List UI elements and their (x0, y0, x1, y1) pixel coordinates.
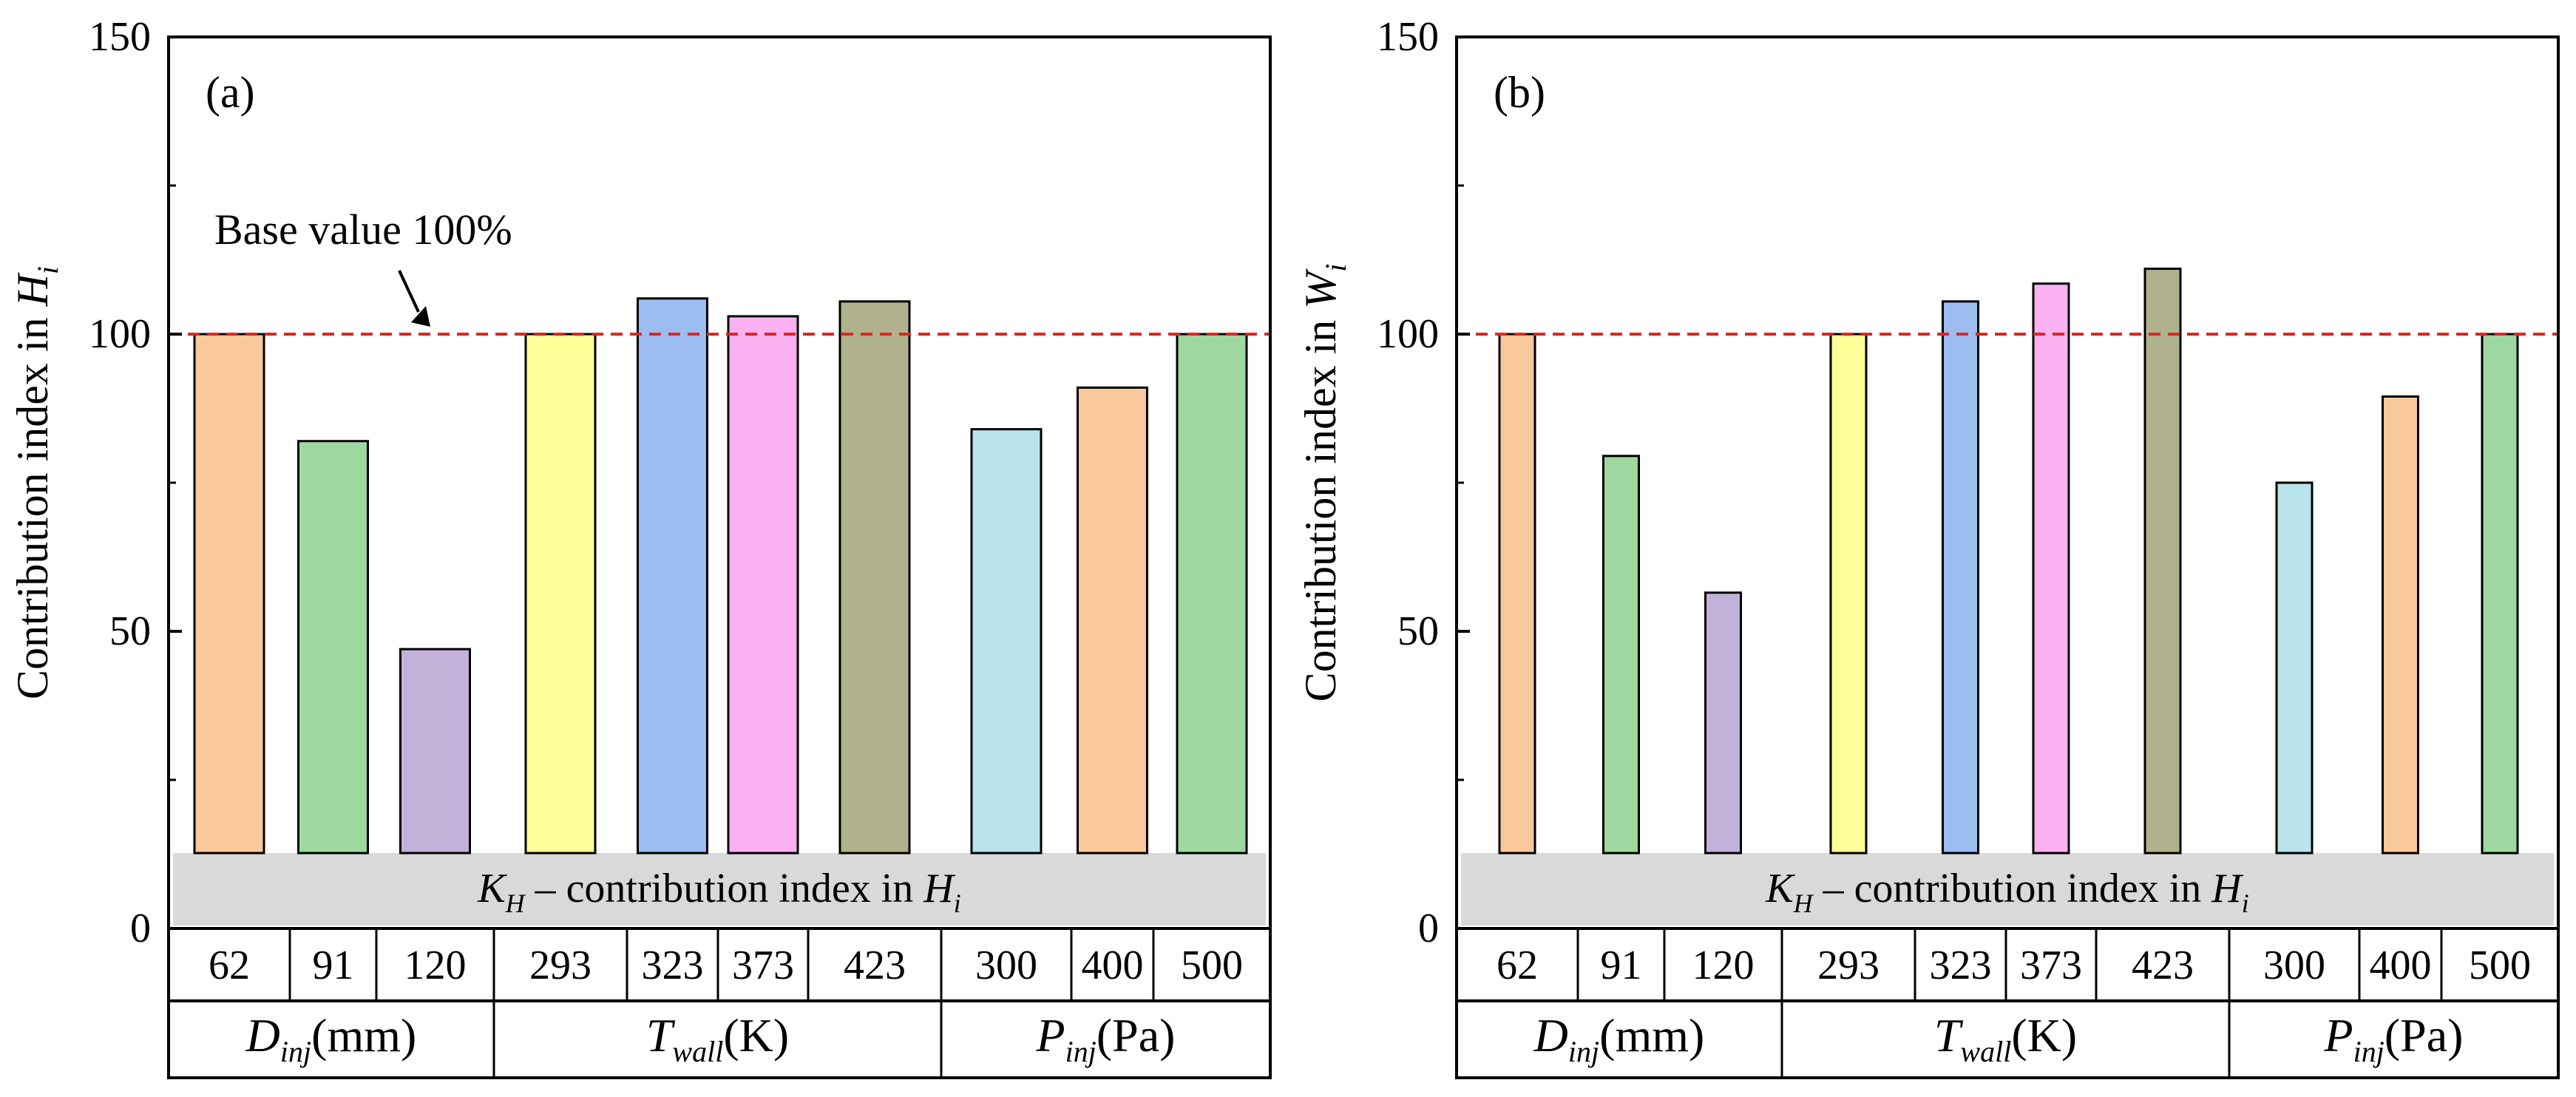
band-label: KH – contribution index in Hi (1765, 866, 2249, 918)
y-tick-label-100: 100 (1377, 311, 1439, 357)
legend-band (173, 853, 1266, 926)
bar-62 (1498, 333, 1536, 855)
category-label-400: 400 (1082, 943, 1144, 988)
category-label-293: 293 (1817, 943, 1880, 988)
plot-frame (167, 35, 1272, 1079)
category-label-300: 300 (2263, 943, 2325, 988)
y-tick-label-0: 0 (130, 906, 151, 951)
annotation-arrow-head (411, 306, 430, 327)
category-label-120: 120 (404, 943, 467, 988)
y-axis-label: Contribution index in Wi (1296, 264, 1352, 702)
base-value-annotation: Base value 100% (214, 206, 512, 254)
category-label-62: 62 (209, 943, 250, 988)
bar-293 (1829, 333, 1868, 855)
group-label-D: Dinj(mm) (1533, 1009, 1705, 1068)
group-label-P: Pinj(Pa) (2324, 1009, 2464, 1068)
category-label-423: 423 (2132, 943, 2194, 988)
y-tick-label-0: 0 (1418, 906, 1439, 951)
category-label-500: 500 (1181, 943, 1243, 988)
bar-91 (297, 440, 369, 855)
panel-label: (a) (206, 68, 255, 117)
bar-500 (1176, 333, 1248, 855)
bar-300 (970, 428, 1043, 855)
y-axis-label: Contribution index in Hi (8, 266, 64, 699)
group-label-P: Pinj(Pa) (1036, 1009, 1176, 1068)
category-label-373: 373 (732, 943, 794, 988)
category-label-91: 91 (313, 943, 354, 988)
panel-label: (b) (1494, 68, 1545, 117)
annotation-arrow-shaft (398, 270, 420, 313)
bar-323 (637, 297, 708, 855)
chart-panel-b: KH – contribution index in Hi 62 91 120 293 3… (1296, 14, 2560, 1079)
category-label-323: 323 (642, 943, 704, 988)
category-label-120: 120 (1692, 943, 1755, 988)
y-tick-label-150: 150 (1377, 14, 1439, 60)
y-tick-label-150: 150 (89, 14, 151, 60)
y-tick-label-100: 100 (89, 311, 151, 357)
category-label-300: 300 (975, 943, 1037, 988)
category-label-91: 91 (1601, 943, 1642, 988)
plot-frame (1455, 35, 2560, 1079)
bar-120 (1704, 591, 1742, 855)
bar-373 (727, 315, 799, 855)
y-tick-label-50: 50 (1397, 608, 1439, 654)
bar-323 (1942, 300, 1979, 855)
bar-120 (399, 648, 471, 855)
category-label-423: 423 (844, 943, 906, 988)
category-label-323: 323 (1930, 943, 1992, 988)
legend-band (1461, 853, 2554, 926)
bar-423 (838, 300, 911, 855)
bar-373 (2032, 282, 2070, 855)
category-label-500: 500 (2469, 943, 2531, 988)
bar-423 (2143, 268, 2182, 855)
bar-293 (524, 333, 597, 855)
category-label-373: 373 (2020, 943, 2082, 988)
chart-panel-a: KH – contribution index in Hi 62 91 120 293 3… (8, 14, 1272, 1079)
bar-91 (1602, 455, 1640, 855)
bar-400 (2382, 395, 2419, 855)
group-label-T: Twall(K) (1934, 1009, 2077, 1068)
category-label-293: 293 (529, 943, 592, 988)
y-tick-label-50: 50 (109, 608, 151, 654)
bar-62 (193, 333, 265, 855)
group-label-T: Twall(K) (646, 1009, 789, 1068)
category-label-400: 400 (2370, 943, 2432, 988)
bar-400 (1077, 386, 1148, 855)
group-label-D: Dinj(mm) (245, 1009, 417, 1068)
band-label: KH – contribution index in Hi (477, 866, 961, 918)
bar-500 (2481, 333, 2519, 855)
category-label-62: 62 (1497, 943, 1538, 988)
bar-300 (2275, 481, 2314, 855)
